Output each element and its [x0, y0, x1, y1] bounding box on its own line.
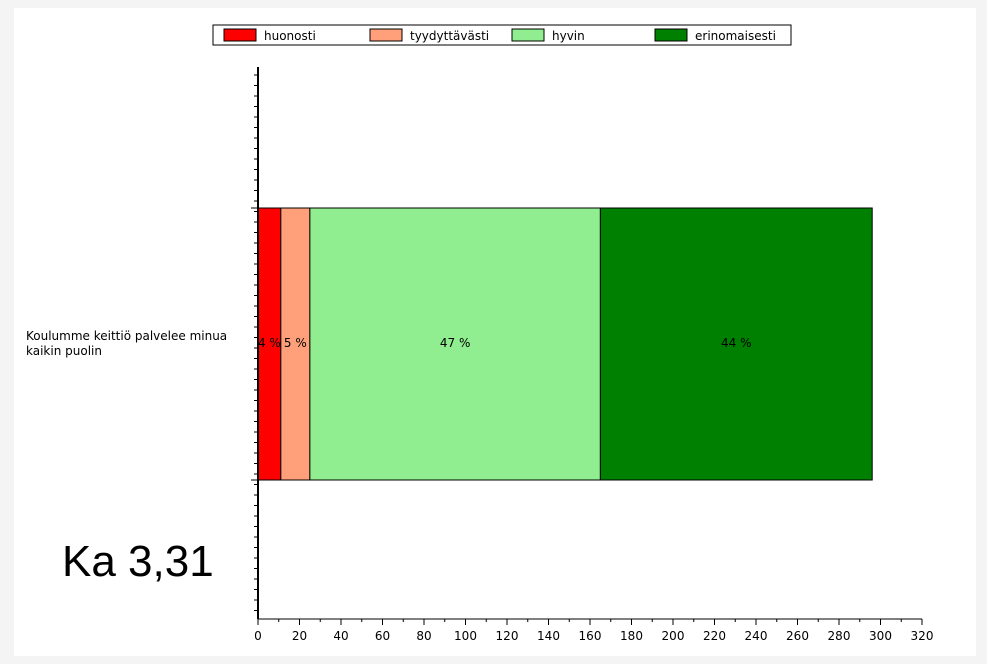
legend-label-erinomaisesti: erinomaisesti [695, 29, 776, 43]
x-tick-label: 140 [537, 629, 560, 643]
x-tick-label: 280 [828, 629, 851, 643]
legend-swatch-tyydyttävästi [369, 28, 403, 42]
x-tick-label: 20 [292, 629, 307, 643]
legend-swatch-hyvin [511, 28, 545, 42]
x-tick-label: 100 [454, 629, 477, 643]
data-label-huonosti: 4 % [258, 336, 281, 350]
average-text: Ka 3,31 [62, 537, 214, 586]
legend-swatch-huonosti [223, 28, 257, 42]
bars [257, 207, 873, 481]
data-label-tyydyttävästi: 5 % [284, 336, 307, 350]
category-label: Koulumme keittiö palvelee minua kaikin pu… [26, 329, 227, 358]
x-tick-label: 200 [662, 629, 685, 643]
legend-label-hyvin: hyvin [552, 29, 585, 43]
x-tick-label: 0 [254, 629, 262, 643]
x-tick-label: 220 [703, 629, 726, 643]
axes: 0 20 40 60 80 100 120 140 160 180 200 220 240 260 280 3… [26, 67, 933, 643]
x-tick-label: 320 [911, 629, 934, 643]
x-tick-label: 80 [416, 629, 431, 643]
x-tick-label: 180 [620, 629, 643, 643]
legend-label-huonosti: huonosti [264, 29, 316, 43]
legend-label-tyydyttävästi: tyydyttävästi [410, 29, 489, 43]
bar-hyvin [309, 207, 601, 481]
x-tick-label: 60 [375, 629, 390, 643]
bar-tyydyttävästi [280, 207, 311, 481]
data-label-erinomaisesti: 44 % [721, 336, 752, 350]
x-tick-label: 300 [869, 629, 892, 643]
data-label-hyvin: 47 % [440, 336, 471, 350]
x-tick-label: 40 [333, 629, 348, 643]
bar-erinomaisesti [599, 207, 873, 481]
x-tick-label: 160 [579, 629, 602, 643]
x-tick-label: 120 [496, 629, 519, 643]
legend-swatch-erinomaisesti [654, 28, 688, 42]
x-tick-label: 260 [786, 629, 809, 643]
labels: 4 % 5 % 47 % 44 % [258, 336, 752, 350]
legend: huonosti tyydyttävästi hyvin erinomaisesti [212, 24, 792, 46]
legend-box [212, 24, 792, 46]
x-tick-label: 240 [745, 629, 768, 643]
